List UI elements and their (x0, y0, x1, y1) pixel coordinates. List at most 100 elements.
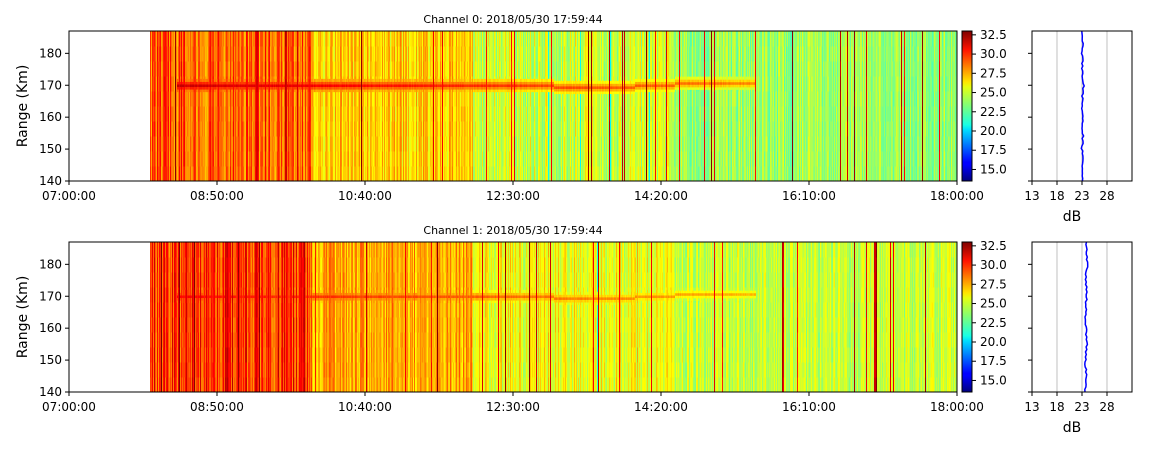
echo-band-cell (314, 89, 316, 93)
heatmap-cell (238, 31, 240, 47)
heatmap-cell (332, 31, 334, 47)
heatmap-cell (215, 61, 217, 77)
echo-band-cell (199, 89, 201, 93)
heatmap-cell (278, 91, 280, 107)
heatmap-cell (236, 91, 238, 107)
heatmap-cell (277, 121, 279, 137)
heatmap-cell (165, 121, 167, 137)
heatmap-cell (227, 151, 229, 167)
echo-band-cell (309, 83, 311, 88)
heatmap-cell (155, 61, 157, 77)
heatmap-cell (311, 136, 313, 152)
heatmap-cell (174, 46, 176, 62)
heatmap-cell (305, 61, 307, 77)
echo-band-cell (290, 83, 292, 88)
heatmap-cell (292, 151, 294, 167)
echo-band-cell (189, 83, 191, 88)
heatmap-cell (230, 46, 232, 62)
echo-band-cell (301, 81, 303, 85)
echo-band-cell (209, 89, 211, 93)
echo-band-cell (328, 78, 330, 82)
heatmap-cell (228, 136, 230, 152)
heatmap-cell (240, 61, 242, 77)
heatmap-cell (178, 91, 180, 107)
echo-band-cell (206, 81, 208, 85)
echo-band-cell (218, 83, 220, 88)
heatmap-cell (281, 121, 283, 137)
echo-band-cell (190, 89, 192, 93)
heatmap-cell (336, 46, 338, 62)
echo-band-cell (269, 89, 271, 93)
echo-band-cell (261, 78, 263, 82)
echo-band-cell (192, 81, 194, 85)
heatmap-cell (244, 31, 246, 47)
echo-band-cell (332, 83, 334, 88)
heatmap-cell (280, 31, 282, 47)
heatmap-cell (171, 151, 173, 167)
echo-band-cell (185, 78, 187, 82)
heatmap-cell (200, 151, 202, 167)
heatmap-cell (322, 166, 324, 182)
heatmap-cell (161, 121, 163, 137)
heatmap-cell (278, 166, 280, 182)
echo-band-cell (272, 86, 274, 90)
heatmap-cell (218, 61, 220, 77)
heatmap-cell (312, 166, 314, 182)
echo-band-cell (245, 83, 247, 88)
heatmap-cell (249, 151, 251, 167)
heatmap-cell (264, 136, 266, 152)
heatmap-cell (320, 106, 322, 122)
heatmap-cell (289, 151, 291, 167)
heatmap-cell (165, 91, 167, 107)
heatmap-cell (308, 121, 310, 137)
heatmap-cell (210, 106, 212, 122)
echo-band-cell (225, 78, 227, 82)
echo-band-cell (212, 83, 214, 88)
echo-band-cell (227, 78, 229, 82)
echo-band-cell (189, 78, 191, 82)
echo-band-cell (264, 86, 266, 90)
heatmap-cell (202, 46, 204, 62)
echo-band-cell (197, 78, 199, 82)
heatmap-cell (199, 166, 201, 182)
heatmap-cell (160, 136, 162, 152)
echo-band-cell (337, 78, 339, 82)
heatmap-cell (327, 106, 329, 122)
heatmap-cell (155, 31, 157, 47)
heatmap-cell (328, 46, 330, 62)
echo-band-cell (298, 86, 300, 90)
heatmap-cell (329, 31, 331, 47)
heatmap-cell (305, 91, 307, 107)
echo-band-cell (316, 78, 318, 82)
heatmap-cell (179, 91, 181, 107)
heatmap-cell (239, 61, 241, 77)
heatmap-cell (216, 166, 218, 182)
echo-band-cell (209, 81, 211, 85)
heatmap-cell (218, 151, 220, 167)
heatmap-cell (222, 151, 224, 167)
heatmap-cell (159, 61, 161, 77)
heatmap-cell (335, 121, 337, 137)
echo-band-cell (327, 86, 329, 90)
heatmap-cell (257, 61, 259, 77)
echo-band-cell (312, 81, 314, 85)
echo-band-cell (190, 81, 192, 85)
echo-band-cell (185, 81, 187, 85)
echo-band-cell (251, 83, 253, 88)
echo-band-cell (338, 86, 340, 90)
heatmap-cell (246, 61, 248, 77)
heatmap-cell (152, 76, 154, 92)
echo-band-cell (318, 89, 320, 93)
echo-band-cell (339, 83, 341, 88)
echo-band-cell (207, 81, 209, 85)
heatmap-cell (178, 106, 180, 122)
echo-band-cell (187, 81, 189, 85)
echo-band-cell (231, 78, 233, 82)
heatmap-cell (333, 121, 335, 137)
heatmap-cell (289, 31, 291, 47)
heatmap-cell (194, 151, 196, 167)
echo-band-cell (341, 86, 343, 90)
heatmap-cell (288, 166, 290, 182)
heatmap-cell (179, 31, 181, 47)
heatmap-cell (230, 121, 232, 137)
